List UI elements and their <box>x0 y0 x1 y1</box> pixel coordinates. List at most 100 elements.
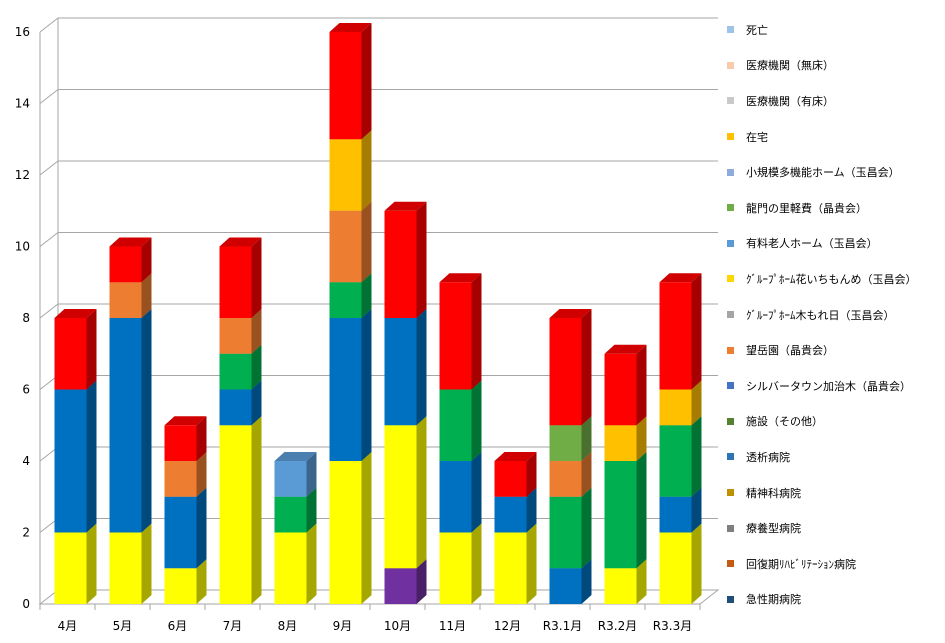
bar-segment <box>329 309 372 461</box>
bar-segment <box>659 416 702 497</box>
legend-swatch <box>727 489 734 497</box>
y-tick-label: 16 <box>15 25 30 39</box>
bar-segment <box>109 237 152 283</box>
legend-label: 施設（その他） <box>746 415 823 429</box>
legend-label: 在宅 <box>746 130 768 144</box>
legend-item: ｸﾞﾙｰﾌﾟﾎｰﾑ花いちもんめ（玉昌会） <box>727 261 942 297</box>
legend-swatch <box>727 133 734 141</box>
y-tick-label: 0 <box>22 597 30 611</box>
legend-swatch <box>727 524 734 532</box>
bar-segment <box>219 237 262 318</box>
bar-segment <box>494 452 537 497</box>
x-tick-label: 8月 <box>278 619 298 633</box>
gridline <box>39 89 718 104</box>
legend-swatch <box>727 417 734 425</box>
legend-label: 透析病院 <box>746 450 790 464</box>
x-tick-label: 5月 <box>113 619 133 633</box>
legend-swatch <box>727 275 734 283</box>
bar-segment <box>384 416 427 569</box>
bar-segment <box>604 344 647 426</box>
gridline <box>39 160 718 176</box>
y-tick-labels: 0 2 4 6 8 10 12 14 16 <box>15 25 30 611</box>
bar-segment <box>329 130 372 211</box>
bar-segment <box>439 523 482 604</box>
legend-swatch <box>727 168 734 176</box>
legend-label: 医療機関（無床） <box>746 59 834 73</box>
legend-label: 急性期病院 <box>746 593 801 607</box>
legend-item: 望岳園（晶貴会） <box>727 332 942 368</box>
legend-item: シルバータウン加治木（晶貴会） <box>727 368 942 404</box>
legend-label: 望岳園（晶貴会） <box>746 344 834 358</box>
x-tick-label: R3.3月 <box>653 619 692 633</box>
legend-item: 療養型病院 <box>727 510 942 546</box>
bar-segment <box>164 559 207 604</box>
legend-item: 医療機関（有床） <box>727 83 942 119</box>
legend-swatch <box>727 346 734 354</box>
bars <box>54 23 702 604</box>
legend-item: 透析病院 <box>727 439 942 475</box>
bar-segment <box>384 309 427 426</box>
legend-swatch <box>727 382 734 390</box>
x-tick-label: 11月 <box>439 619 466 633</box>
bar-segment <box>54 380 97 533</box>
legend-swatch <box>727 97 734 105</box>
bar-segment <box>494 523 537 604</box>
bar-segment <box>329 23 372 140</box>
legend-item: 精神科病院 <box>727 475 942 511</box>
x-tick-label: 9月 <box>333 619 353 633</box>
x-tick-label: 10月 <box>384 619 411 633</box>
bar-segment <box>659 523 702 604</box>
bar-segment <box>109 523 152 604</box>
y-tick-label: 8 <box>22 311 30 325</box>
legend-label: 医療機関（有床） <box>746 94 834 108</box>
legend-swatch <box>727 61 734 69</box>
x-tick-label: 7月 <box>223 619 243 633</box>
legend-swatch <box>727 560 734 568</box>
x-tick-labels: 4月 5月 6月 7月 8月 9月 10月 11月 12月 R3.1月 R3.2月 R3.3月 <box>58 619 693 633</box>
x-tick-label: 12月 <box>494 619 521 633</box>
bar-segment <box>54 309 97 390</box>
legend-item: 医療機関（無床） <box>727 48 942 84</box>
bar-segment <box>384 201 427 318</box>
y-tick-label: 12 <box>15 168 30 182</box>
bar-segment <box>164 487 207 569</box>
y-tick-label: 14 <box>15 97 30 111</box>
y-tick-label: 10 <box>15 240 30 254</box>
legend-item: 急性期病院 <box>727 582 942 618</box>
legend-swatch <box>727 26 734 34</box>
bar-segment <box>549 309 592 426</box>
legend-item: 回復期ﾘﾊﾋﾞﾘﾃｰｼｮﾝ病院 <box>727 546 942 582</box>
legend-label: ｸﾞﾙｰﾌﾟﾎｰﾑ花いちもんめ（玉昌会） <box>746 272 917 286</box>
bar-segment <box>659 273 702 390</box>
legend-label: 回復期ﾘﾊﾋﾞﾘﾃｰｼｮﾝ病院 <box>746 557 856 571</box>
legend-swatch <box>727 239 734 247</box>
legend-item: 有料老人ホーム（玉昌会） <box>727 226 942 262</box>
y-tick-label: 6 <box>22 383 30 397</box>
bar-segment <box>164 416 207 461</box>
legend-item: 龍門の里軽費（晶貴会） <box>727 190 942 226</box>
bar-segment <box>109 309 152 533</box>
bar-segment <box>439 380 482 461</box>
legend-label: 龍門の里軽費（晶貴会） <box>746 201 867 215</box>
legend-swatch <box>727 453 734 461</box>
legend-swatch <box>727 311 734 319</box>
legend-label: ｸﾞﾙｰﾌﾟﾎｰﾑ木もれ日（玉昌会） <box>746 308 895 322</box>
bar-segment <box>549 487 592 569</box>
legend-label: 小規模多機能ホーム（玉昌会） <box>746 166 900 180</box>
legend: 死亡医療機関（無床） 医療機関（有床） 在宅小規模多機能ホーム（玉昌会） 龍門の里軽費… <box>727 12 942 617</box>
legend-item: 施設（その他） <box>727 404 942 440</box>
legend-item: 小規模多機能ホーム（玉昌会） <box>727 154 942 190</box>
legend-label: シルバータウン加治木（晶貴会） <box>746 379 911 393</box>
bar-segment <box>439 273 482 390</box>
bar-segment <box>604 452 647 569</box>
legend-item: 在宅 <box>727 119 942 155</box>
x-tick-label: R3.1月 <box>543 619 582 633</box>
bar-segment <box>439 452 482 533</box>
legend-item: ｸﾞﾙｰﾌﾟﾎｰﾑ木もれ日（玉昌会） <box>727 297 942 333</box>
legend-label: 死亡 <box>746 23 768 37</box>
y-tick-label: 2 <box>22 526 30 540</box>
legend-label: 療養型病院 <box>746 522 801 536</box>
legend-label: 精神科病院 <box>746 486 801 500</box>
x-tick-label: 4月 <box>58 619 78 633</box>
